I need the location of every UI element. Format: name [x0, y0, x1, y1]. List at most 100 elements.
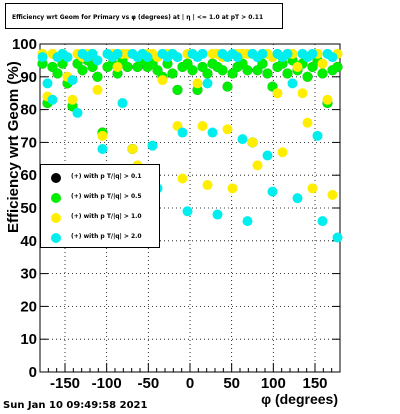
data-point-series-3 [112, 61, 123, 72]
data-point-series-4 [267, 186, 278, 197]
data-point-series-3 [127, 143, 138, 154]
data-point-series-2 [77, 65, 88, 76]
data-point-series-3 [192, 78, 203, 89]
data-point-series-4 [177, 127, 188, 138]
y-tick-label: 100 [12, 36, 37, 53]
data-point-series-3 [202, 180, 213, 191]
x-tick-label: -50 [137, 375, 159, 392]
data-point-series-3 [97, 130, 108, 141]
timestamp: Sun Jan 10 09:49:58 2021 [3, 400, 148, 411]
data-point-series-4 [37, 52, 48, 63]
y-tick-label: 10 [20, 331, 37, 348]
data-point-series-3 [327, 189, 338, 200]
data-point-series-4 [72, 107, 83, 118]
legend: (+) with p T/|q| > 0.1 (+) with p T/|q| … [40, 164, 160, 248]
data-point-series-4 [237, 134, 248, 145]
x-tick-label: -150 [50, 375, 80, 392]
data-point-series-4 [112, 48, 123, 59]
data-point-series-2 [202, 68, 213, 79]
data-point-series-4 [97, 143, 108, 154]
data-point-series-4 [307, 48, 318, 59]
x-tick-label: -100 [92, 375, 122, 392]
data-point-series-4 [62, 52, 73, 63]
data-point-series-2 [302, 71, 313, 82]
data-point-series-4 [197, 48, 208, 59]
data-point-series-4 [172, 52, 183, 63]
legend-item: (+) with p T/|q| > 0.1 [41, 167, 159, 187]
data-point-series-2 [187, 65, 198, 76]
data-point-series-3 [227, 183, 238, 194]
chart-title-box: Efficiency wrt Geom for Primary vs φ (de… [5, 3, 283, 29]
data-point-series-4 [292, 193, 303, 204]
data-point-series-2 [282, 68, 293, 79]
data-point-series-2 [172, 84, 183, 95]
x-tick-label: 50 [223, 375, 240, 392]
legend-item: (+) with p T/|q| > 1.0 [41, 207, 159, 227]
data-point-series-2 [122, 61, 133, 72]
data-point-series-4 [212, 209, 223, 220]
data-point-series-4 [117, 98, 128, 109]
data-point-series-4 [67, 75, 78, 86]
data-point-series-3 [157, 75, 168, 86]
data-point-series-3 [297, 88, 308, 99]
data-point-series-4 [242, 216, 253, 227]
data-point-series-4 [142, 52, 153, 63]
data-point-series-3 [67, 94, 78, 105]
legend-label: (+) with p T/|q| > 2.0 [71, 233, 142, 240]
legend-label: (+) with p T/|q| > 0.5 [71, 193, 142, 200]
data-point-series-3 [177, 173, 188, 184]
data-point-series-2 [242, 65, 253, 76]
point-layer [37, 48, 343, 243]
legend-item: (+) with p T/|q| > 2.0 [41, 227, 159, 247]
data-point-series-4 [317, 216, 328, 227]
data-point-series-3 [222, 124, 233, 135]
data-point-series-3 [277, 147, 288, 158]
legend-label: (+) with p T/|q| > 0.1 [71, 173, 142, 180]
data-point-series-4 [202, 78, 213, 89]
data-point-series-2 [217, 65, 228, 76]
data-point-series-3 [302, 117, 313, 128]
data-point-series-4 [287, 78, 298, 89]
y-tick-label: 0 [29, 364, 37, 381]
y-tick-label: 50 [20, 200, 37, 217]
y-tick-label: 30 [20, 266, 37, 283]
data-point-series-3 [307, 183, 318, 194]
x-tick-label: 0 [186, 375, 194, 392]
y-tick-label: 70 [20, 134, 37, 151]
data-point-series-4 [207, 127, 218, 138]
y-tick-label: 80 [20, 102, 37, 119]
chart-title: Efficiency wrt Geom for Primary vs φ (de… [12, 14, 264, 21]
legend-marker [51, 213, 61, 223]
y-tick-label: 60 [20, 167, 37, 184]
data-point-series-4 [312, 130, 323, 141]
x-tick-label: 100 [261, 375, 286, 392]
data-point-series-2 [92, 71, 103, 82]
data-point-series-3 [92, 84, 103, 95]
data-point-series-2 [332, 61, 343, 72]
data-point-series-2 [262, 68, 273, 79]
data-point-series-4 [147, 140, 158, 151]
data-point-series-3 [252, 160, 263, 171]
data-point-series-4 [327, 52, 338, 63]
y-tick-label: 90 [20, 69, 37, 86]
data-point-series-4 [332, 232, 343, 243]
data-point-series-2 [52, 68, 63, 79]
legend-item: (+) with p T/|q| > 0.5 [41, 187, 159, 207]
legend-marker [51, 233, 61, 243]
legend-marker [51, 173, 61, 183]
data-point-series-4 [42, 78, 53, 89]
data-point-series-2 [167, 68, 178, 79]
data-point-series-3 [322, 94, 333, 105]
tick-layer: 0 10 20 30 40 50 60 70 80 90 100 -150 -100 -50 0 50 100 1… [12, 36, 341, 392]
data-point-series-3 [292, 61, 303, 72]
legend-marker [51, 193, 61, 203]
data-point-series-3 [247, 137, 258, 148]
data-point-series-3 [317, 58, 328, 69]
y-tick-label: 40 [20, 233, 37, 250]
x-tick-label: 150 [302, 375, 327, 392]
data-point-series-4 [232, 52, 243, 63]
data-point-series-4 [262, 150, 273, 161]
data-point-series-3 [272, 88, 283, 99]
y-tick-label: 20 [20, 298, 37, 315]
data-point-series-4 [182, 206, 193, 217]
